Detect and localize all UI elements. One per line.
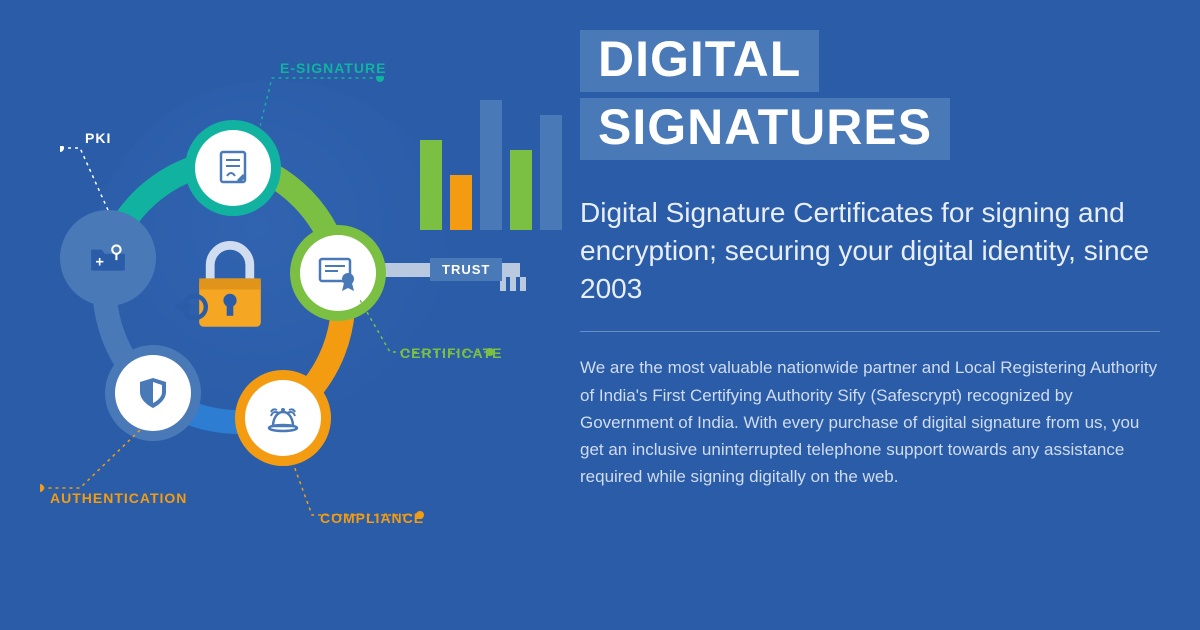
bar-1: [420, 140, 442, 230]
title-block: DIGITAL SIGNATURES: [580, 30, 1160, 166]
bar-5: [540, 115, 562, 230]
label-esignature: E-SIGNATURE: [280, 60, 386, 76]
title-line1-badge: DIGITAL: [580, 30, 819, 92]
trust-label: TRUST: [430, 258, 502, 281]
leader-authentication: [40, 430, 150, 495]
svg-text:+: +: [95, 254, 104, 270]
folder-key-icon: +: [70, 220, 146, 296]
document-sign-icon: [195, 130, 271, 206]
leader-certificate: [360, 300, 500, 360]
leader-compliance: [290, 455, 430, 520]
bell-icon: [245, 380, 321, 456]
bar-3: [480, 100, 502, 230]
label-pki: PKI: [85, 130, 111, 146]
divider: [580, 331, 1160, 332]
node-compliance: [235, 370, 331, 466]
infographic-panel: TRUST +: [0, 0, 560, 630]
leader-pki: [60, 146, 120, 216]
text-panel: DIGITAL SIGNATURES Digital Signature Cer…: [560, 0, 1200, 630]
body-text: We are the most valuable nationwide part…: [580, 354, 1160, 490]
padlock-icon: [175, 230, 285, 340]
bar-chart: [420, 100, 562, 230]
leader-esignature: [260, 76, 390, 136]
shield-icon: [115, 355, 191, 431]
title-line2-badge: SIGNATURES: [580, 98, 950, 160]
title-line1: DIGITAL: [598, 31, 801, 87]
key-teeth: [500, 277, 530, 293]
bar-2: [450, 175, 472, 230]
bar-4: [510, 150, 532, 230]
subtitle: Digital Signature Certificates for signi…: [580, 194, 1160, 307]
title-line2: SIGNATURES: [598, 99, 932, 155]
node-authentication: [105, 345, 201, 441]
node-pki: +: [60, 210, 156, 306]
